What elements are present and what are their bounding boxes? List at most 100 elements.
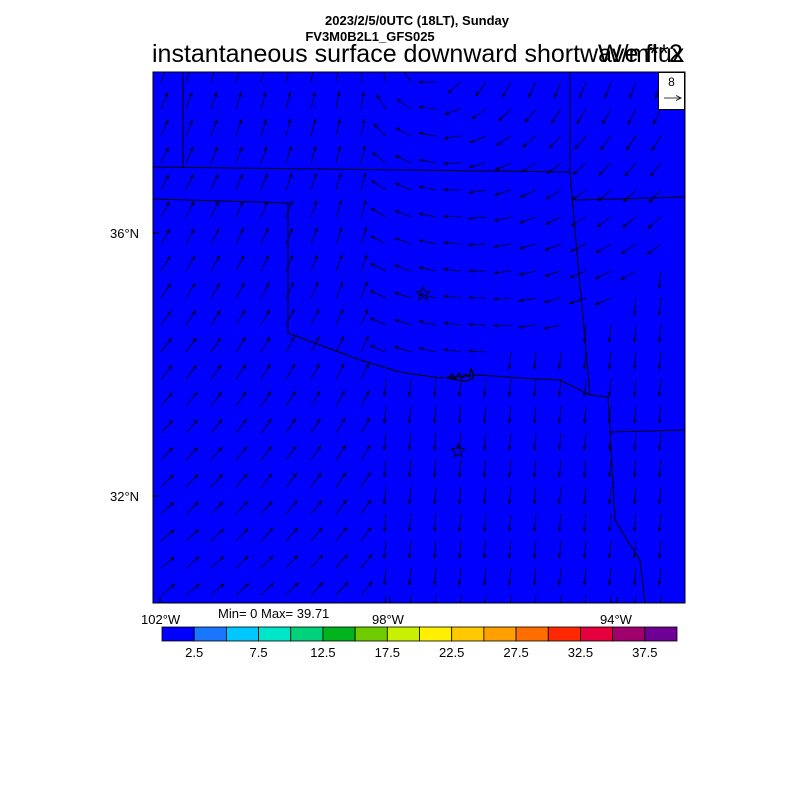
wind-vector [632,297,637,316]
wind-vector [235,336,246,353]
wind-vector [582,540,587,559]
wind-vector [629,81,637,99]
wind-vector [394,264,412,272]
wind-vector [382,378,387,397]
wind-vector [160,447,174,461]
wind-vector [160,365,173,380]
wind-vector [457,486,462,505]
wind-vector [310,254,318,272]
wind-vector [532,405,537,424]
wind-vector [360,226,367,245]
wind-vector [285,418,297,434]
wind-vector [310,308,319,326]
wind-vector [498,108,512,122]
wind-vector [335,91,341,110]
wind-vector [260,391,272,407]
wind-vector [160,228,171,245]
wind-vector [657,270,662,289]
wind-vector [185,201,195,218]
wind-vector [310,527,323,542]
wind-vector [582,432,587,451]
wind-vector [657,486,662,505]
wind-vector [482,405,487,424]
wind-vector [572,162,587,176]
wind-vector [185,255,196,272]
datetime-title: 2023/2/5/0UTC (18LT), Sunday [325,13,509,28]
wind-vector [607,351,612,370]
wind-vector [559,594,562,603]
wind-vector [432,513,437,532]
wind-vector [409,594,412,603]
wind-vector [518,297,537,303]
wind-vector [310,172,317,191]
wind-vector [646,243,662,255]
wind-vector [550,108,562,124]
wind-vector [285,254,294,272]
wind-vector [260,445,273,461]
wind-vector [235,446,248,461]
wind-vector [493,270,512,275]
wind-vector [443,267,462,272]
wind-vector [160,92,168,110]
wind-vector [260,173,268,191]
wind-vector [493,243,512,249]
wind-vector [657,351,662,370]
wind-vector [432,378,437,397]
wind-vector [285,309,295,326]
wind-vector [310,91,316,110]
wind-vector [185,474,199,488]
wind-vector [443,187,462,192]
wind-vector [210,337,222,353]
wind-vector [569,270,587,278]
wind-vector [443,161,462,166]
wind-vector [624,162,637,177]
wind-vector [443,294,462,299]
wind-vector [648,189,662,203]
wind-vector [285,200,293,218]
wind-vector [507,567,512,586]
wind-vector [557,405,562,424]
wind-vector [657,432,662,451]
wind-vector [160,529,175,542]
colorbar-swatch [161,626,195,642]
wind-vector [557,378,562,397]
wind-vector [185,501,199,515]
wind-vector [609,594,612,603]
wind-vector [657,405,662,424]
wind-vector [518,324,537,329]
wind-vector [623,189,637,203]
wind-vector [260,227,269,245]
wind-vector [210,173,219,191]
wind-vector [210,72,215,83]
wind-vector [532,540,537,559]
wind-vector [518,243,537,250]
wind-vector [569,243,587,252]
wind-vector [544,243,562,251]
wind-vector [582,513,587,532]
wind-vector [260,527,274,542]
wind-vector [335,363,345,380]
wind-vector [557,351,562,370]
wind-vector [360,254,368,272]
wind-vector [407,486,412,505]
wind-vector [394,155,412,164]
wind-vector [418,105,437,110]
wind-vector [235,146,243,164]
wind-vector [310,445,322,461]
wind-vector [519,189,537,198]
wind-vector [335,199,342,218]
axis-ticks [153,232,618,603]
colorbar-label: 37.5 [632,645,658,660]
wind-vector [482,540,487,559]
wind-vector [507,432,512,451]
wind-vector [160,72,166,83]
lake-outline [446,367,475,382]
wind-vector [582,378,587,397]
wind-vector [432,486,437,505]
wind-vector [369,345,387,353]
wind-vector [310,499,323,515]
wind-vector [310,390,321,407]
wind-vector [532,513,537,532]
colorbar-swatch [644,626,678,642]
colorbar-swatch [515,626,549,642]
